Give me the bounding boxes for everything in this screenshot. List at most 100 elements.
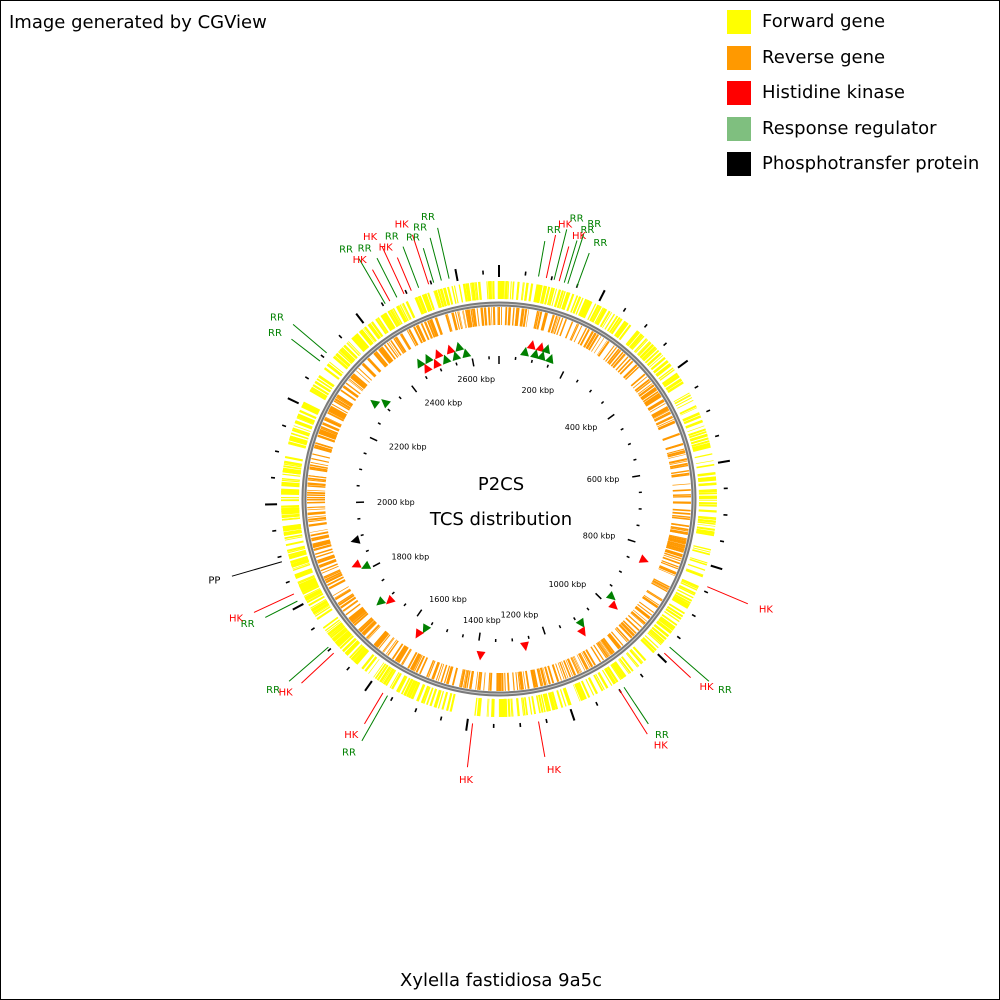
reverse-gene — [490, 307, 493, 326]
inner-tick — [559, 371, 565, 379]
reverse-gene — [661, 560, 679, 568]
outer-tick — [691, 613, 696, 618]
forward-gene — [374, 663, 387, 680]
outer-tick — [304, 376, 310, 380]
feature-label: HK — [363, 232, 378, 243]
inner-tick — [573, 617, 576, 621]
reverse-gene — [572, 656, 582, 673]
forward-gene — [399, 304, 409, 322]
forward-gene — [322, 616, 339, 629]
reverse-gene — [672, 511, 691, 515]
leader-line — [291, 338, 321, 362]
reverse-gene — [335, 589, 352, 601]
inner-tick — [627, 442, 632, 446]
forward-gene — [382, 668, 394, 685]
reverse-gene — [578, 653, 588, 671]
forward-gene — [400, 677, 411, 695]
forward-gene — [672, 596, 690, 607]
reverse-gene — [657, 419, 674, 428]
forward-gene — [401, 303, 411, 321]
inner-tick — [558, 625, 562, 629]
forward-gene — [458, 284, 464, 303]
forward-gene — [504, 281, 508, 300]
forward-gene — [566, 293, 575, 312]
forward-gene — [402, 302, 412, 320]
reverse-gene — [314, 548, 333, 555]
forward-gene — [300, 582, 319, 592]
forward-gene — [426, 687, 434, 706]
kbp-label: 200 kbp — [522, 386, 555, 395]
reverse-gene — [395, 645, 407, 662]
forward-gene — [433, 290, 440, 309]
forward-gene — [647, 353, 662, 367]
forward-gene — [329, 624, 345, 637]
reverse-gene — [351, 610, 366, 623]
reverse-gene — [309, 529, 328, 533]
forward-gene — [591, 305, 601, 323]
organism-name: Xylella fastidiosa 9a5c — [399, 970, 603, 991]
leader-line — [623, 687, 649, 725]
forward-gene — [392, 307, 403, 325]
reverse-gene — [320, 563, 338, 572]
forward-gene — [294, 568, 312, 576]
reverse-gene — [319, 429, 337, 438]
reverse-gene — [335, 398, 351, 409]
reverse-gene — [334, 588, 351, 599]
leader-line — [663, 652, 692, 678]
reverse-gene — [310, 461, 329, 467]
reverse-gene — [621, 622, 635, 636]
forward-gene — [656, 621, 672, 634]
reverse-gene — [540, 667, 547, 686]
forward-gene — [335, 631, 351, 645]
reverse-gene — [552, 316, 559, 334]
forward-gene — [649, 354, 664, 368]
forward-gene — [679, 405, 697, 415]
reverse-gene — [397, 646, 409, 664]
forward-gene — [383, 668, 395, 685]
forward-gene — [339, 348, 354, 363]
forward-gene — [300, 580, 318, 591]
tcs-marker — [462, 348, 472, 359]
reverse-gene — [462, 310, 467, 329]
reverse-gene — [426, 659, 435, 678]
forward-gene — [297, 575, 315, 583]
reverse-gene — [378, 348, 392, 364]
outer-tick — [622, 307, 627, 312]
forward-gene — [288, 441, 306, 449]
reverse-gene — [647, 399, 664, 410]
reverse-gene — [641, 389, 658, 401]
forward-gene — [288, 549, 307, 557]
forward-gene — [346, 641, 361, 656]
forward-gene — [467, 283, 472, 302]
reverse-gene — [586, 333, 597, 349]
reverse-gene — [658, 421, 676, 431]
forward-gene — [602, 312, 613, 328]
reverse-gene — [667, 450, 686, 457]
forward-gene — [281, 509, 300, 514]
forward-gene — [313, 384, 330, 395]
forward-gene — [681, 578, 699, 588]
reverse-gene — [640, 387, 656, 399]
forward-gene — [281, 490, 300, 494]
reverse-gene — [573, 655, 583, 673]
reverse-gene — [312, 539, 331, 546]
forward-gene — [615, 321, 628, 338]
reverse-gene — [462, 310, 467, 329]
forward-gene — [474, 697, 478, 716]
forward-gene — [650, 356, 666, 371]
reverse-gene — [476, 308, 480, 327]
forward-gene — [311, 601, 329, 613]
reverse-gene — [318, 432, 336, 440]
feature-label: RR — [587, 219, 601, 230]
forward-gene — [541, 285, 547, 304]
forward-gene — [511, 281, 514, 300]
forward-gene — [417, 684, 426, 702]
reverse-gene — [540, 312, 546, 331]
forward-gene — [311, 386, 328, 398]
reverse-gene — [667, 542, 685, 549]
reverse-gene — [312, 541, 331, 548]
reverse-gene — [340, 389, 357, 402]
forward-gene — [289, 435, 308, 443]
inner-tick — [360, 533, 364, 537]
forward-gene — [284, 455, 303, 462]
